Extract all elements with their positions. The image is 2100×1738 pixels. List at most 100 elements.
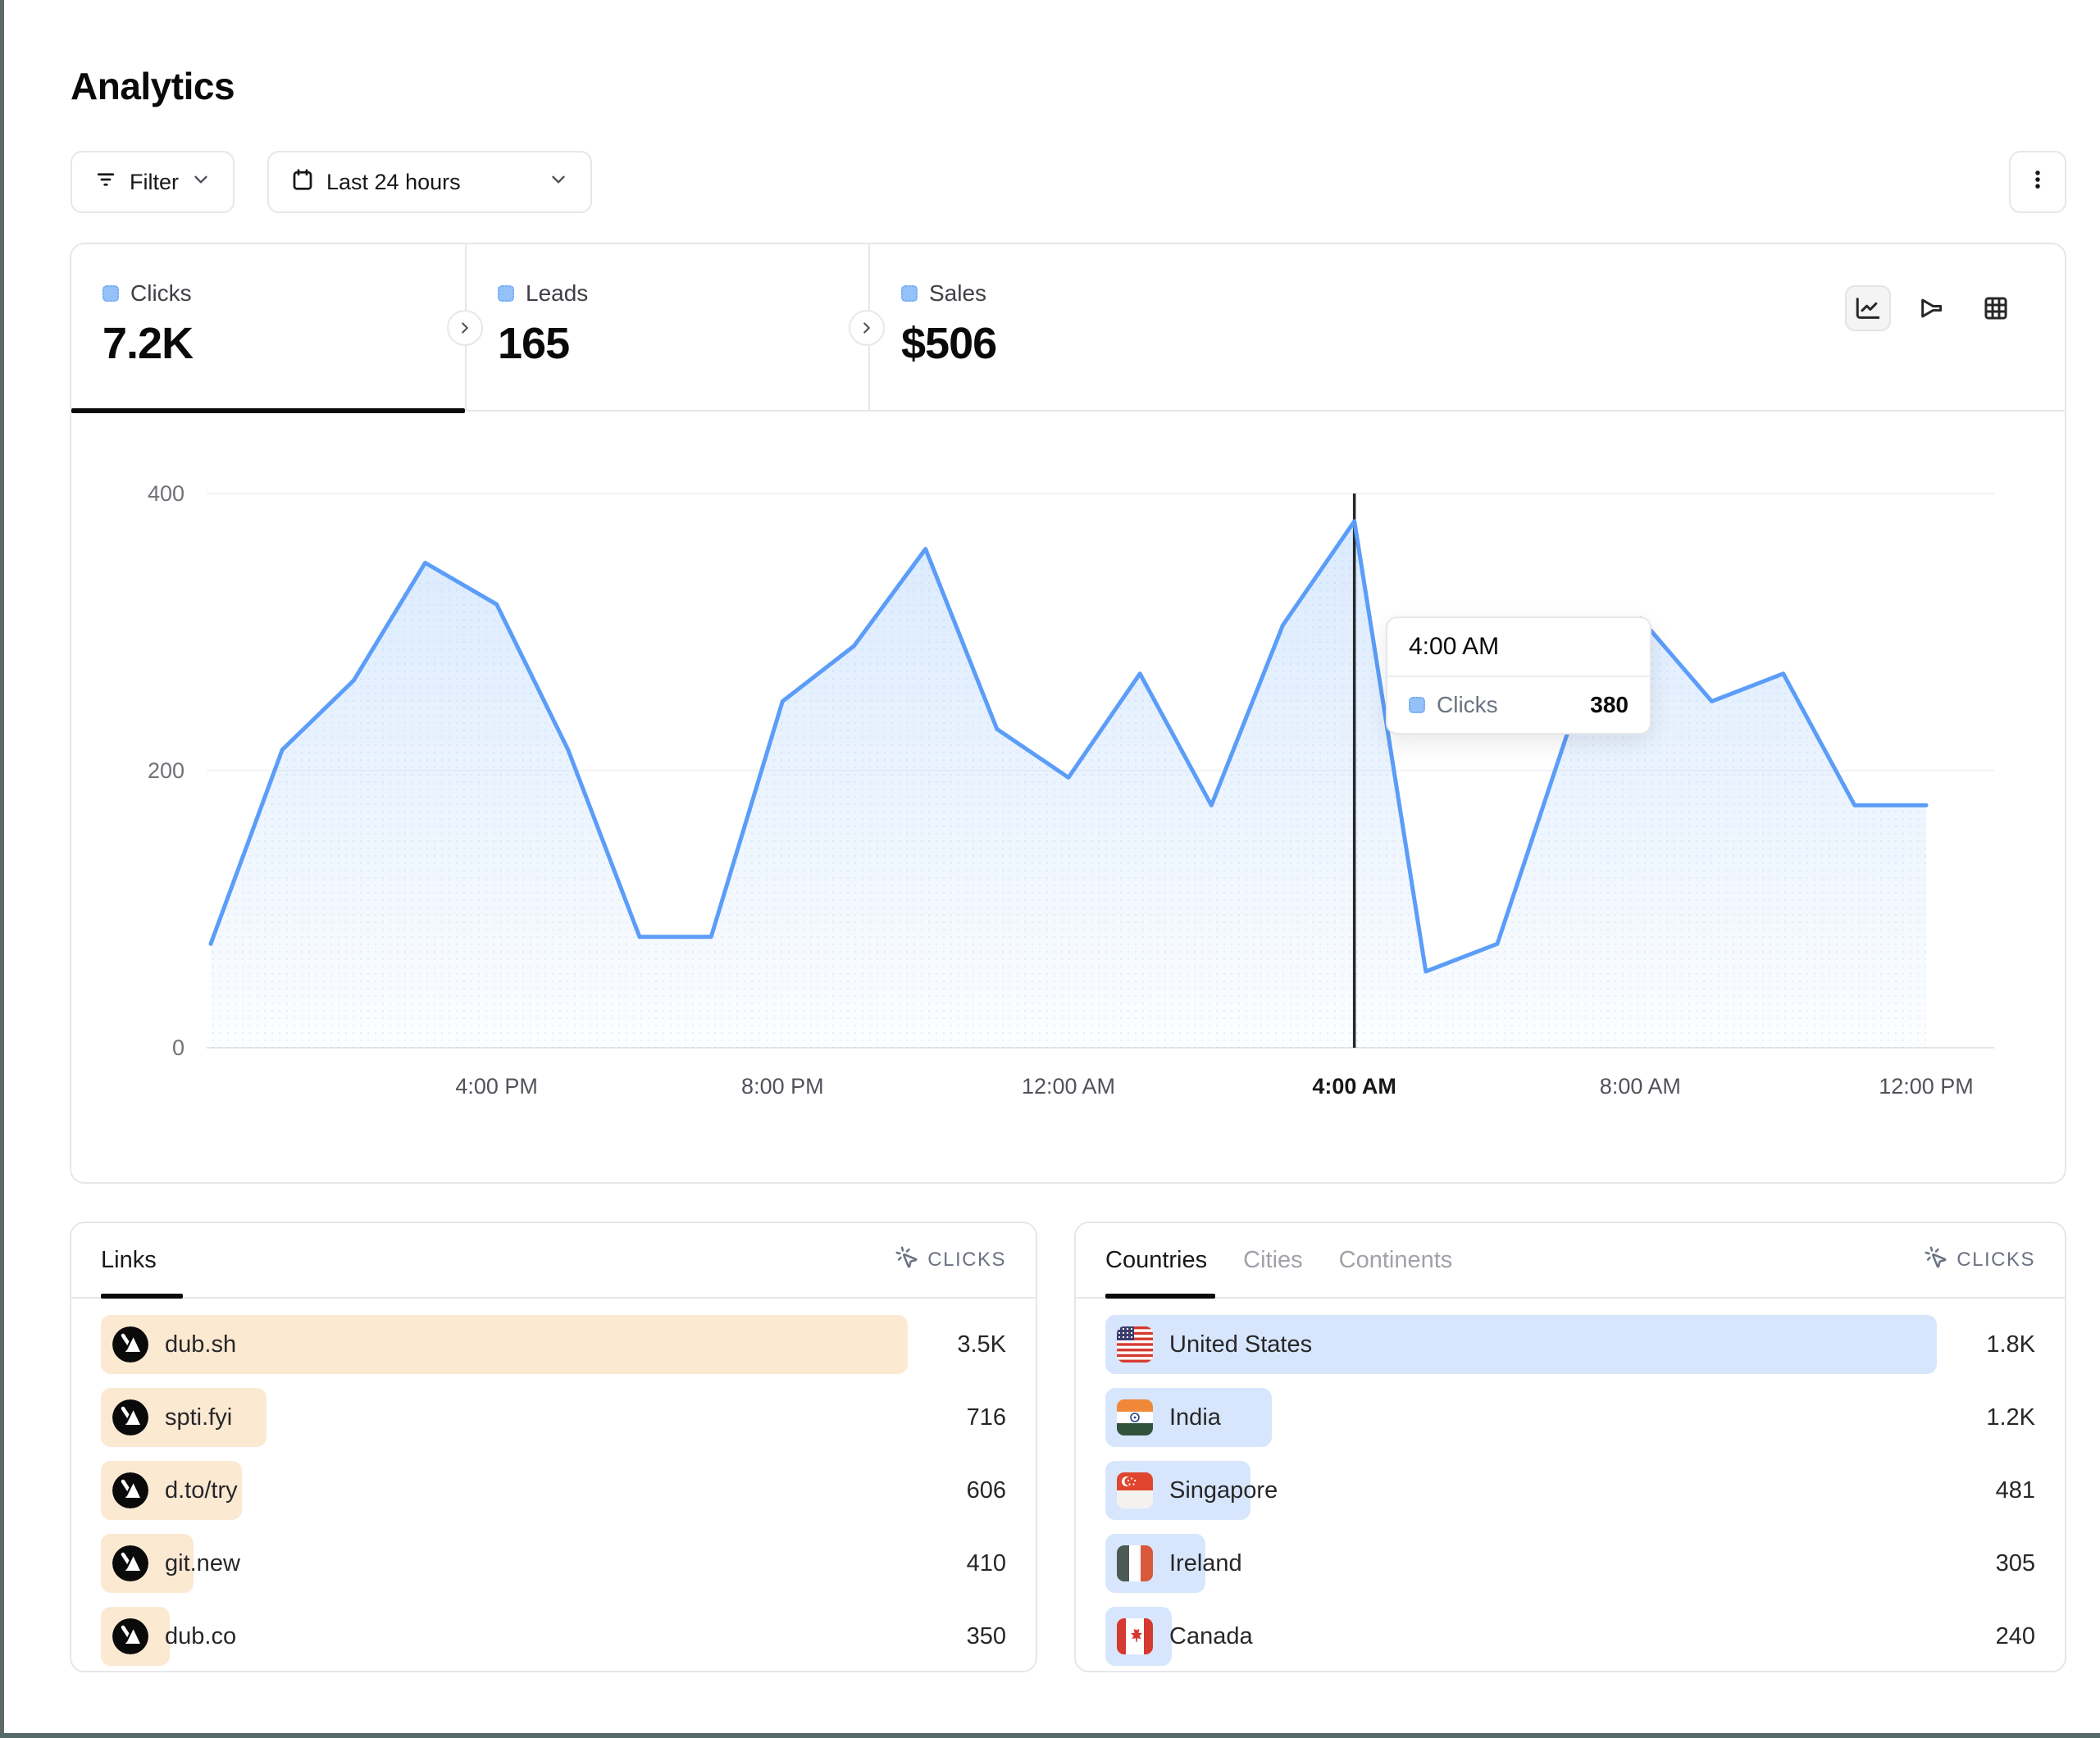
country-value: 481: [1995, 1476, 2035, 1504]
country-label: India: [1169, 1404, 1221, 1431]
date-range-label: Last 24 hours: [326, 169, 461, 194]
leads-legend-swatch: [498, 285, 514, 302]
tooltip-series-label: Clicks: [1437, 692, 1498, 717]
country-value: 1.2K: [1986, 1404, 2035, 1431]
chevron-right-icon: [447, 310, 483, 346]
link-label: spti.fyi: [165, 1404, 233, 1431]
link-row[interactable]: git.new 410: [101, 1534, 1006, 1593]
sales-legend-swatch: [901, 285, 918, 302]
tab-leads-label: Leads: [526, 280, 589, 306]
link-value: 350: [966, 1622, 1006, 1649]
links-sort-metric[interactable]: CLICKS: [895, 1245, 1006, 1276]
svg-text:0: 0: [172, 1035, 184, 1060]
tooltip-value: 380: [1590, 692, 1629, 717]
country-value: 240: [1995, 1622, 2035, 1649]
countries-sort-metric[interactable]: CLICKS: [1924, 1245, 2035, 1276]
cursor-click-icon: [1924, 1245, 1948, 1276]
clicks-value: 7.2K: [102, 319, 194, 368]
country-row[interactable]: Canada 240: [1105, 1607, 2035, 1666]
link-row[interactable]: spti.fyi 716: [101, 1388, 1006, 1447]
link-row[interactable]: dub.sh 3.5K: [101, 1315, 1006, 1374]
dub-logo-icon: [112, 1326, 148, 1363]
country-label: Ireland: [1169, 1549, 1242, 1576]
filter-icon: [93, 167, 118, 198]
country-row[interactable]: India 1.2K: [1105, 1388, 2035, 1447]
links-list: dub.sh 3.5K spti.fyi 716 d.to/try 606 git.n…: [71, 1299, 1036, 1666]
countries-list: United States 1.8K India 1.2K Singapore 481…: [1076, 1299, 2065, 1666]
chart-tooltip: 4:00 AM Clicks 380: [1386, 616, 1651, 735]
value-bar: [1105, 1315, 1937, 1374]
link-label: git.new: [165, 1549, 240, 1576]
tab-links[interactable]: Links: [101, 1246, 157, 1273]
tooltip-legend-swatch: [1409, 697, 1425, 713]
svg-text:400: 400: [148, 481, 184, 506]
links-panel: Links CLICKS dub.sh 3.5K spti.fyi 716 d.to…: [70, 1222, 1037, 1672]
dub-logo-icon: [112, 1545, 148, 1581]
svg-text:4:00 PM: 4:00 PM: [455, 1074, 538, 1099]
date-range-button[interactable]: Last 24 hours: [267, 151, 592, 213]
link-value: 3.5K: [957, 1331, 1006, 1358]
tab-clicks[interactable]: Clicks 7.2K: [71, 244, 465, 410]
tab-countries[interactable]: Countries: [1105, 1246, 1208, 1273]
country-label: Singapore: [1169, 1476, 1278, 1504]
active-tab-underline: [71, 408, 465, 413]
filter-button[interactable]: Filter: [71, 151, 235, 213]
country-row[interactable]: Singapore 481: [1105, 1461, 2035, 1520]
country-value: 1.8K: [1986, 1331, 2035, 1358]
link-label: dub.sh: [165, 1331, 237, 1358]
more-options-button[interactable]: [2009, 151, 2066, 213]
page-edge-accent-left: [0, 0, 4, 1738]
links-metric-header: CLICKS: [927, 1249, 1006, 1271]
svg-text:12:00 AM: 12:00 AM: [1022, 1074, 1115, 1099]
svg-text:4:00 AM: 4:00 AM: [1312, 1074, 1396, 1099]
dub-logo-icon: [112, 1618, 148, 1654]
clicks-legend-swatch: [102, 285, 119, 302]
svg-text:8:00 PM: 8:00 PM: [741, 1074, 824, 1099]
tab-cities[interactable]: Cities: [1243, 1246, 1303, 1273]
chevron-right-icon: [849, 310, 885, 346]
countries-tab-underline: [1105, 1294, 1215, 1299]
analytics-card: Clicks 7.2K Leads 165 Sales $506: [70, 243, 2066, 1184]
link-label: d.to/try: [165, 1476, 238, 1504]
link-row[interactable]: d.to/try 606: [101, 1461, 1006, 1520]
countries-metric-header: CLICKS: [1957, 1249, 2035, 1271]
tab-continents[interactable]: Continents: [1338, 1246, 1453, 1273]
svg-text:8:00 AM: 8:00 AM: [1600, 1074, 1681, 1099]
flag-ie-icon: [1117, 1545, 1153, 1581]
chart-type-switcher: [1845, 285, 2019, 331]
clicks-area-chart[interactable]: 0 200 400 4:00 PM 8:00 PM 12:00 AM 4:00 AM 8:00…: [71, 412, 2065, 1181]
link-row[interactable]: dub.co 350: [101, 1607, 1006, 1666]
chevron-down-icon: [548, 169, 569, 196]
flag-us-icon: [1117, 1326, 1153, 1363]
chevron-down-icon: [190, 169, 212, 196]
cursor-click-icon: [895, 1245, 919, 1276]
kebab-menu-icon: [2025, 167, 2050, 198]
sales-value: $506: [901, 319, 997, 368]
country-label: Canada: [1169, 1622, 1253, 1649]
links-tab-underline: [101, 1294, 183, 1299]
dub-logo-icon: [112, 1399, 148, 1435]
flag-in-icon: [1117, 1399, 1153, 1435]
metric-tabs: Clicks 7.2K Leads 165 Sales $506: [71, 244, 2065, 413]
table-view-button[interactable]: [1973, 285, 2019, 331]
country-value: 305: [1995, 1549, 2035, 1576]
funnel-view-button[interactable]: [1909, 285, 1955, 331]
value-bar: [101, 1315, 908, 1374]
calendar-icon: [290, 167, 315, 198]
flag-sg-icon: [1117, 1472, 1153, 1508]
countries-panel: Countries Cities Continents CLICKS Unite…: [1074, 1222, 2066, 1672]
link-label: dub.co: [165, 1622, 237, 1649]
link-value: 716: [966, 1404, 1006, 1431]
flag-ca-icon: [1117, 1618, 1153, 1654]
line-chart-view-button[interactable]: [1845, 285, 1891, 331]
country-row[interactable]: Ireland 305: [1105, 1534, 2035, 1593]
tab-clicks-label: Clicks: [130, 280, 192, 306]
tab-sales[interactable]: Sales $506: [870, 244, 2065, 410]
country-row[interactable]: United States 1.8K: [1105, 1315, 2035, 1374]
tab-leads[interactable]: Leads 165: [467, 244, 868, 410]
svg-text:12:00 PM: 12:00 PM: [1879, 1074, 1974, 1099]
page-edge-accent-bottom: [0, 1733, 2100, 1738]
leads-value: 165: [498, 319, 570, 368]
link-value: 410: [966, 1549, 1006, 1576]
filter-button-label: Filter: [130, 169, 179, 194]
